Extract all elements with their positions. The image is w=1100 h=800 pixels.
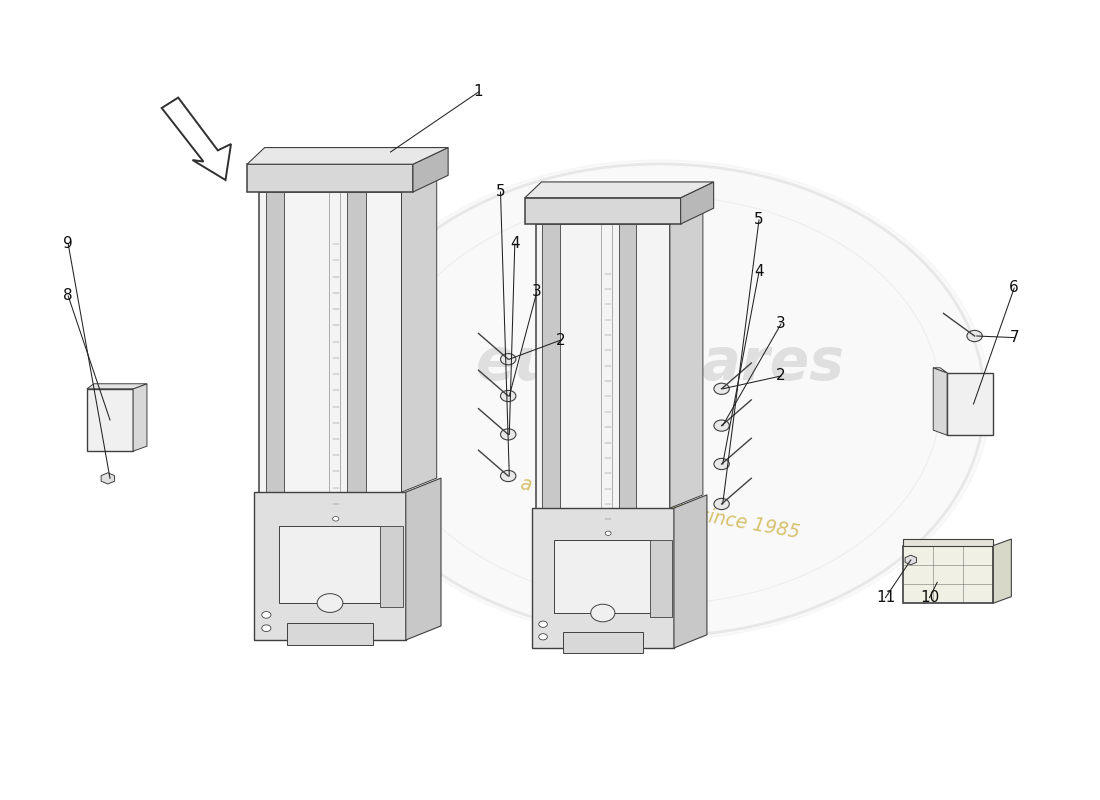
Circle shape (500, 354, 516, 365)
Circle shape (591, 604, 615, 622)
Polygon shape (674, 495, 707, 648)
Text: 2: 2 (557, 333, 565, 347)
Text: 4: 4 (510, 237, 519, 251)
Text: 5: 5 (496, 185, 505, 199)
Polygon shape (525, 182, 714, 198)
Bar (650, 540, 671, 618)
Circle shape (714, 458, 729, 470)
Circle shape (605, 531, 612, 535)
Bar (254, 492, 406, 640)
Polygon shape (933, 368, 947, 373)
Text: a passion for parts since 1985: a passion for parts since 1985 (519, 474, 801, 542)
Text: eurospares: eurospares (475, 335, 845, 393)
Bar (903, 546, 993, 603)
Text: 3: 3 (777, 317, 785, 331)
Polygon shape (133, 384, 147, 451)
Bar (562, 632, 644, 653)
Bar (278, 526, 382, 603)
Bar (87, 389, 133, 451)
Circle shape (714, 420, 729, 431)
Text: 9: 9 (64, 237, 73, 251)
Polygon shape (993, 539, 1011, 603)
Circle shape (714, 383, 729, 394)
Text: 5: 5 (755, 213, 763, 227)
Bar (258, 192, 402, 640)
Circle shape (500, 390, 516, 402)
Circle shape (262, 611, 271, 618)
Bar (947, 373, 993, 435)
Polygon shape (87, 384, 147, 389)
Polygon shape (670, 211, 703, 508)
Circle shape (332, 517, 339, 521)
Polygon shape (402, 178, 437, 492)
Text: 11: 11 (876, 590, 895, 605)
Text: 1: 1 (474, 85, 483, 99)
Bar (542, 224, 560, 508)
Text: 7: 7 (1010, 330, 1019, 345)
Text: 4: 4 (755, 265, 763, 279)
Bar (381, 526, 404, 607)
Circle shape (539, 621, 548, 627)
Polygon shape (412, 147, 448, 192)
Text: 2: 2 (777, 369, 785, 383)
Text: 3: 3 (532, 285, 541, 299)
Polygon shape (248, 164, 412, 192)
Bar (531, 508, 674, 648)
Polygon shape (905, 555, 916, 565)
Bar (554, 540, 651, 613)
Circle shape (539, 634, 548, 640)
Polygon shape (101, 473, 114, 484)
Circle shape (500, 429, 516, 440)
Circle shape (500, 470, 516, 482)
Polygon shape (681, 182, 714, 224)
Bar (619, 224, 636, 508)
Circle shape (330, 160, 990, 640)
Polygon shape (248, 147, 448, 164)
Text: 10: 10 (920, 590, 939, 605)
Bar (348, 192, 365, 492)
Circle shape (714, 498, 729, 510)
Polygon shape (525, 198, 681, 224)
Polygon shape (406, 478, 441, 640)
Text: 8: 8 (64, 289, 73, 303)
Polygon shape (162, 98, 231, 180)
Circle shape (317, 594, 343, 613)
Bar (536, 224, 670, 648)
Bar (903, 538, 993, 546)
Circle shape (967, 330, 982, 342)
Circle shape (262, 625, 271, 631)
Bar (266, 192, 284, 492)
Text: 6: 6 (1010, 281, 1019, 295)
Bar (287, 622, 373, 645)
Polygon shape (933, 368, 947, 435)
